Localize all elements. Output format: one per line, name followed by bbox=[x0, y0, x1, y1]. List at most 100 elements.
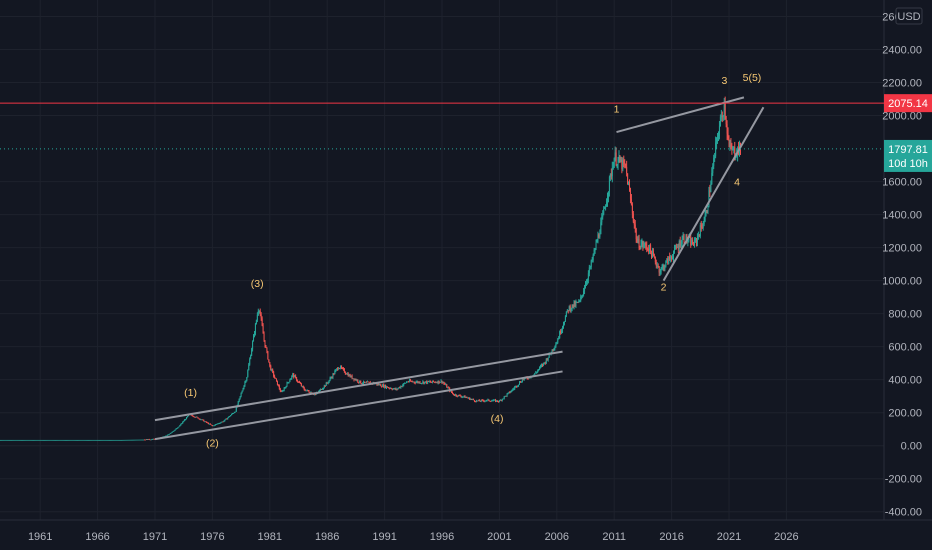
candle-body bbox=[217, 423, 219, 425]
elliott-wave-label[interactable]: 2 bbox=[661, 282, 667, 294]
candle-body bbox=[1, 439, 3, 441]
candle-body bbox=[332, 373, 334, 378]
candle-body bbox=[287, 382, 289, 384]
candle-body bbox=[0, 439, 2, 441]
candle-body bbox=[642, 242, 644, 247]
candle-body bbox=[34, 439, 36, 441]
candle-body bbox=[709, 190, 711, 192]
candle-body bbox=[564, 316, 566, 322]
candle-body bbox=[211, 425, 213, 426]
candle-body bbox=[689, 237, 691, 238]
elliott-wave-label[interactable]: (1) bbox=[184, 387, 197, 399]
candle-body bbox=[680, 244, 682, 247]
candle-body bbox=[492, 400, 494, 402]
candle-body bbox=[434, 381, 436, 383]
elliott-wave-label[interactable]: 3 bbox=[721, 75, 727, 87]
candle-body bbox=[74, 439, 76, 441]
candle-body bbox=[75, 439, 77, 441]
elliott-wave-label[interactable]: (3) bbox=[251, 278, 264, 290]
candle-body bbox=[235, 407, 237, 412]
y-tick-label: -200.00 bbox=[885, 474, 922, 486]
time-axis[interactable]: 1961 1966 1971 1976 1981 1986 1991 1996 2001 2006… bbox=[28, 531, 799, 543]
elliott-wave-label[interactable]: 4 bbox=[734, 177, 740, 189]
elliott-wave-label[interactable]: (2) bbox=[206, 438, 219, 450]
candle-body bbox=[594, 249, 596, 251]
candle-body bbox=[629, 184, 631, 191]
candle-body bbox=[426, 381, 428, 384]
candle-body bbox=[493, 399, 495, 401]
candle-body bbox=[589, 266, 591, 268]
candle-body bbox=[461, 396, 463, 398]
candle-body bbox=[81, 439, 83, 441]
candle-body bbox=[724, 103, 726, 117]
candle-body bbox=[693, 244, 695, 246]
candle-body bbox=[104, 439, 106, 441]
candle-body bbox=[110, 439, 112, 441]
candle-body bbox=[540, 366, 542, 368]
candle-body bbox=[719, 116, 721, 127]
candle-body bbox=[612, 167, 614, 169]
candle-body bbox=[248, 364, 250, 371]
candle-body bbox=[184, 419, 186, 422]
candle-body bbox=[672, 258, 674, 259]
currency-label[interactable]: USD bbox=[895, 7, 923, 25]
candle-body bbox=[454, 394, 456, 396]
candle-body bbox=[289, 380, 291, 382]
candle-body bbox=[23, 439, 25, 441]
candle-body bbox=[643, 245, 645, 247]
candle-body bbox=[663, 265, 665, 270]
candle-body bbox=[320, 389, 322, 390]
candle-body bbox=[73, 439, 75, 441]
candle-body bbox=[62, 439, 64, 441]
candle-body bbox=[566, 310, 568, 312]
candle-body bbox=[518, 384, 520, 386]
candle-body bbox=[617, 159, 619, 165]
candle-body bbox=[417, 381, 419, 383]
candle-body bbox=[468, 397, 470, 399]
candle-body bbox=[438, 380, 440, 383]
elliott-wave-label[interactable]: 1 bbox=[614, 103, 620, 115]
candle-body bbox=[250, 355, 252, 359]
candle-body bbox=[384, 385, 386, 388]
candle-body bbox=[299, 382, 301, 384]
candle-body bbox=[322, 387, 324, 389]
candle-body bbox=[255, 320, 257, 324]
candle-body bbox=[323, 385, 325, 388]
candle-body bbox=[470, 399, 472, 400]
trendline[interactable] bbox=[154, 370, 563, 441]
trendline[interactable] bbox=[662, 106, 765, 282]
elliott-wave-label[interactable]: (4) bbox=[491, 413, 504, 425]
candle-body bbox=[465, 397, 467, 399]
candle-body bbox=[243, 385, 245, 389]
candle-body bbox=[620, 159, 622, 162]
candle-body bbox=[463, 395, 465, 397]
candle-body bbox=[476, 400, 478, 402]
candle-body bbox=[587, 273, 589, 280]
candle-body bbox=[251, 349, 253, 356]
candle-body bbox=[428, 380, 430, 382]
candle-body bbox=[330, 377, 332, 379]
candle-body bbox=[348, 374, 350, 377]
candle-body bbox=[274, 376, 276, 378]
elliott-wave-label[interactable]: 5(5) bbox=[743, 72, 762, 84]
candle-body bbox=[314, 394, 316, 395]
candle-body bbox=[712, 165, 714, 173]
candle-body bbox=[457, 394, 459, 397]
candle-body bbox=[275, 377, 277, 379]
candle-body bbox=[636, 239, 638, 243]
candle-body bbox=[402, 384, 404, 387]
candle-body bbox=[12, 439, 14, 441]
candle-body bbox=[483, 400, 485, 402]
price-axis[interactable]: -400.00 -200.00 0.00 200.00 400.00 600.00 800.… bbox=[882, 12, 922, 519]
candle-body bbox=[7, 439, 9, 441]
candle-body bbox=[206, 421, 208, 423]
candle-body bbox=[365, 382, 367, 383]
candle-body bbox=[199, 418, 201, 420]
candle-body bbox=[209, 423, 211, 425]
candle-body bbox=[622, 159, 624, 170]
candle-body bbox=[150, 439, 152, 441]
candle-body bbox=[146, 439, 148, 441]
trendline[interactable] bbox=[154, 350, 563, 422]
candle-body bbox=[196, 416, 198, 418]
